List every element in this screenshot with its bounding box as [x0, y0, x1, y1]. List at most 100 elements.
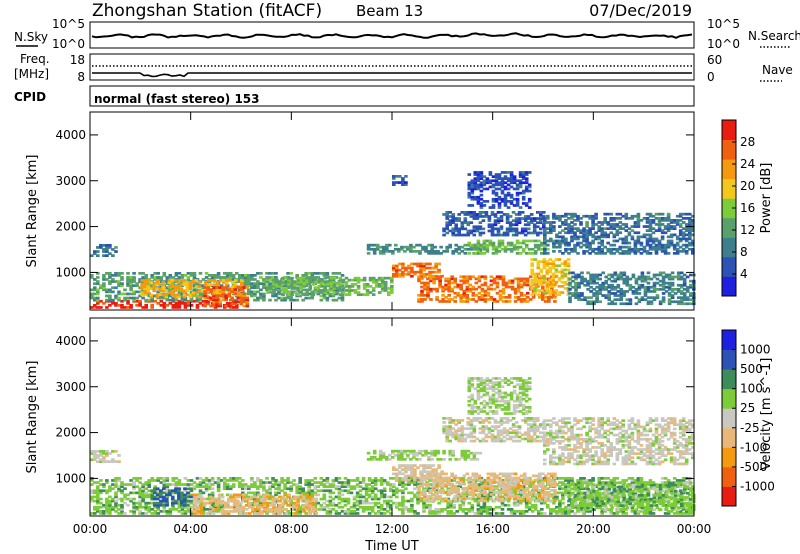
power-cells-cell-1217 [366, 247, 371, 251]
power-cells-cell-8 [102, 302, 106, 305]
power-cells-cell-883 [234, 279, 238, 282]
power-cells-cell-1109 [344, 289, 349, 292]
power-cells-cell-1613 [465, 277, 470, 281]
power-cells-cell-2706 [657, 225, 662, 228]
power-cells-cell-2397 [573, 250, 577, 253]
power-cells-cell-1706 [510, 287, 515, 291]
velocity-cells-cell-1027 [410, 499, 414, 503]
power-cells-cell-3080 [470, 183, 475, 187]
power-cells-cell-487 [250, 292, 254, 296]
power-cells-cell-1878 [551, 280, 556, 284]
power-cells-cell-2 [93, 304, 97, 307]
velocity-cells-cell-370 [204, 489, 209, 493]
power-cells-cell-3033 [529, 231, 534, 235]
power-cells-cell-2244 [679, 300, 684, 304]
power-cells-cell-2046 [607, 290, 611, 293]
power-cells-cell-184 [129, 288, 133, 292]
power-cells-cell-1138 [362, 293, 367, 296]
power-cells-cell-3257 [527, 200, 532, 203]
power-cells-cell-2034 [604, 296, 608, 299]
power-cells-cell-1957 [574, 275, 578, 279]
power-cells-cell-1512 [423, 281, 427, 285]
power-cells-cell-2445 [585, 235, 589, 239]
power-cells-cell-2919 [475, 227, 480, 231]
power-cells-cell-1565 [447, 283, 451, 287]
power-cells-cell-2985 [505, 217, 510, 220]
velocity-cells-cell-1139 [446, 503, 450, 507]
power-cells-cell-80 [213, 306, 218, 309]
velocity-cells-cell-1393 [521, 497, 526, 501]
power-cells-cell-2656 [645, 229, 650, 232]
power-cells-cell-2550 [612, 217, 617, 220]
power-cells-cell-1417 [543, 239, 547, 243]
power-cells-cell-1433 [398, 268, 402, 272]
power-cells-cell-2603 [630, 247, 635, 251]
velocity-panel-background [90, 318, 694, 516]
velocity-cells-cell-1375 [515, 499, 520, 503]
velocity-cells-cell-286 [180, 508, 185, 511]
power-cells-cell-2273 [689, 298, 693, 301]
power-cells-cell-1546 [441, 300, 445, 303]
velocity-cells-cell-1549 [570, 510, 574, 513]
power-cells-cell-2559 [615, 217, 620, 220]
power-cells-cell-2886 [460, 225, 465, 229]
power-cells-cell-1386 [518, 245, 523, 249]
power-cells-cell-2319 [549, 223, 553, 226]
power-cells-cell-1662 [489, 287, 494, 291]
power-cells-cell-2959 [493, 215, 498, 218]
power-cells-cell-3194 [506, 187, 511, 191]
velocity-cells-cell-729 [316, 489, 321, 493]
velocity-cells-cell-488 [241, 487, 245, 491]
velocity-cells-cell-663 [298, 512, 302, 515]
velocity-cells-cell-1136 [446, 512, 450, 515]
power-cells-cell-1834 [539, 289, 544, 292]
power-cells-cell-1284 [439, 245, 443, 249]
velocity-cells-cell-1061 [422, 505, 426, 509]
power-cells-cell-2856 [448, 223, 452, 227]
velocity-cells-cell-322 [189, 479, 194, 482]
velocity-cells-cell-295 [183, 510, 188, 513]
power-cells-cell-2621 [633, 214, 638, 218]
power-cells-cell-2171 [652, 288, 657, 291]
velocity-cells-cell-586 [271, 477, 275, 480]
velocity-cells-cell-497 [244, 485, 248, 488]
power-cells-cell-1887 [554, 293, 559, 296]
power-cells-cell-2378 [567, 229, 571, 232]
power-cells-cell-147 [111, 278, 115, 281]
power-cells-cell-1013 [287, 285, 291, 288]
power-cells-cell-2253 [679, 271, 684, 275]
power-cells-cell-450 [235, 272, 239, 275]
power-cells-cell-2057 [610, 279, 614, 283]
velocity-cells-cell-1077 [425, 487, 429, 491]
power-cells-cell-2665 [648, 243, 653, 247]
power-cells-cell-912 [212, 304, 216, 308]
power-cells-cell-2560 [615, 212, 620, 216]
velocity-cells-cell-1178 [458, 508, 462, 511]
power-cells-cell-1449 [410, 270, 414, 274]
power-cells-cell-1930 [566, 264, 571, 268]
power-cells-cell-1231 [378, 245, 383, 249]
velocity-cells-cell-1635 [591, 477, 595, 480]
velocity-cells-cell-307 [186, 501, 191, 505]
velocity-cells-cell-173 [144, 505, 148, 509]
power-cells-cell-2642 [642, 250, 647, 253]
power-cells-cell-3260 [527, 185, 532, 189]
power-cells-cell-694 [331, 282, 336, 285]
power-cells-cell-1003 [281, 280, 285, 284]
power-cells-cell-2764 [672, 221, 677, 224]
power-cells-cell-772 [170, 293, 175, 297]
power-cells-cell-1900 [557, 270, 562, 274]
velocity-cells-cell-1575 [576, 479, 580, 482]
power-cells-cell-1283 [439, 252, 443, 255]
power-cells-cell-1722 [516, 281, 521, 285]
power-cells-cell-1893 [554, 264, 559, 268]
power-cells-cell-1704 [507, 281, 512, 285]
velocity-cells-cell-561 [265, 497, 269, 501]
power-cells-cell-1635 [477, 285, 482, 289]
velocity-cells-cell-309 [186, 493, 191, 497]
power-cells-cell-2509 [600, 221, 604, 224]
noise-tick-top: 10^5 [52, 17, 85, 31]
power-cells-cell-1064 [317, 289, 322, 292]
power-cells-cell-3212 [512, 187, 517, 191]
power-cells-cell-976 [245, 298, 250, 302]
